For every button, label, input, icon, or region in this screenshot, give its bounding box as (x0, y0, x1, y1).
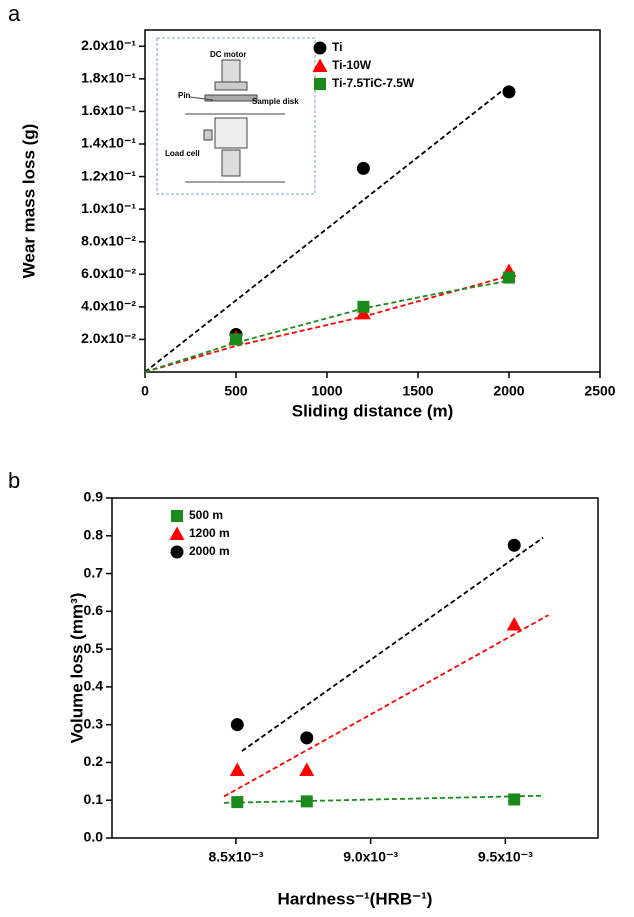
legend-label: 500 m (189, 508, 223, 522)
trend-line (241, 536, 544, 752)
y-tick-label: 1.8x10⁻¹ (81, 70, 136, 86)
plot-frame (144, 29, 601, 373)
y-tick-label: 0.4 (84, 678, 104, 694)
y-tick-label: 1.2x10⁻¹ (81, 167, 136, 183)
legend-marker (312, 58, 328, 72)
inset-label: Sample disk (252, 97, 299, 106)
legend-marker (313, 41, 327, 55)
y-tick-label: 0.0 (84, 829, 104, 845)
cell (203, 129, 213, 141)
shaft (221, 149, 241, 177)
legend-marker (171, 510, 183, 522)
marker (230, 718, 244, 732)
y-tick-label: 6.0x10⁻² (81, 265, 136, 281)
panel-label: b (8, 468, 20, 493)
legend-label: Ti-7.5TiC-7.5W (332, 76, 415, 90)
inset-label: Pin (178, 91, 191, 100)
y-tick-label: 0.8 (84, 526, 104, 542)
trend-line (223, 614, 549, 798)
plot-frame (111, 497, 599, 839)
legend-label: Ti-10W (332, 58, 372, 72)
inset-label: Load cell (165, 149, 200, 158)
disk (204, 94, 258, 102)
y-tick-label: 1.4x10⁻¹ (81, 135, 136, 151)
inset-frame (156, 37, 316, 195)
x-axis-title: Sliding distance (m) (292, 401, 454, 420)
legend-label: 2000 m (189, 544, 230, 558)
y-axis-title: Volume loss (mm³) (67, 593, 86, 744)
y-tick-label: 0.3 (84, 715, 104, 731)
legend-marker (169, 526, 185, 540)
marker (299, 762, 315, 776)
trend-line (144, 275, 510, 373)
inset-label: DC motor (210, 50, 246, 59)
marker (503, 271, 515, 284)
legend-marker (314, 78, 326, 90)
coupling (214, 81, 248, 91)
marker (300, 795, 313, 808)
x-tick-label: 8.5x10⁻³ (208, 849, 263, 865)
y-tick-label: 0.1 (84, 791, 104, 807)
x-tick-label: 0 (141, 383, 149, 399)
marker (356, 161, 370, 175)
y-tick-label: 2.0x10⁻² (81, 330, 136, 346)
marker (229, 762, 245, 776)
trend-line (224, 794, 544, 804)
y-tick-label: 1.0x10⁻¹ (81, 200, 136, 216)
body (214, 117, 248, 149)
x-tick-label: 9.0x10⁻³ (343, 849, 398, 865)
y-tick-label: 4.0x10⁻² (81, 298, 136, 314)
x-tick-label: 1500 (402, 383, 433, 399)
pin-pointer (189, 96, 214, 101)
y-tick-label: 0.2 (84, 753, 104, 769)
marker (230, 333, 242, 346)
x-tick-label: 9.5x10⁻³ (478, 849, 533, 865)
marker (507, 538, 521, 552)
panel-label: a (8, 1, 21, 26)
y-tick-label: 1.6x10⁻¹ (81, 102, 136, 118)
legend-label: 1200 m (189, 526, 230, 540)
trend-line (144, 279, 510, 373)
marker (357, 300, 370, 313)
legend-marker (170, 545, 184, 559)
y-tick-label: 0.6 (84, 602, 104, 618)
legend-label: Ti (332, 40, 342, 54)
marker (506, 617, 522, 631)
x-axis-title: Hardness⁻¹(HRB⁻¹) (278, 889, 433, 908)
y-tick-label: 2.0x10⁻¹ (81, 37, 136, 53)
inset-schematic (156, 37, 316, 195)
marker (231, 796, 244, 809)
y-tick-label: 8.0x10⁻² (81, 232, 136, 248)
x-tick-label: 2000 (493, 383, 524, 399)
y-tick-label: 0.5 (84, 640, 104, 656)
x-tick-label: 2500 (584, 383, 615, 399)
y-tick-label: 0.9 (84, 489, 104, 505)
motor (221, 59, 241, 83)
marker (508, 793, 521, 806)
marker (300, 731, 314, 745)
x-tick-label: 1000 (311, 383, 342, 399)
x-tick-label: 500 (224, 383, 248, 399)
trend-line (144, 84, 510, 373)
y-axis-title: Wear mass loss (g) (19, 124, 38, 279)
marker (502, 85, 516, 99)
y-tick-label: 0.7 (84, 564, 104, 580)
